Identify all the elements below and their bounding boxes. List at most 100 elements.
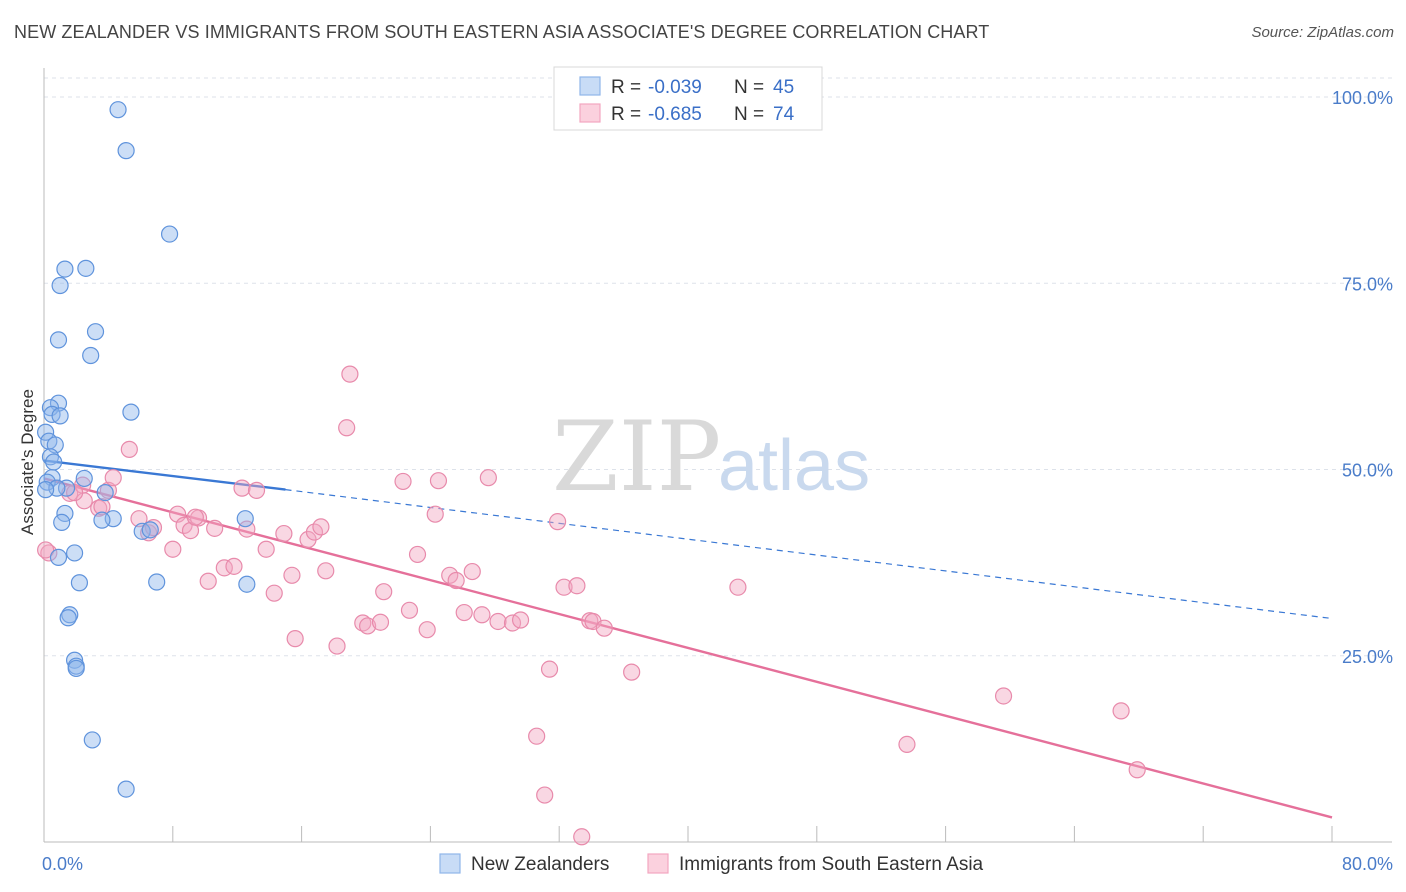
legend-swatch-pink — [579, 103, 601, 123]
immigrants-point-31 — [328, 637, 346, 655]
new-zealanders-point-13 — [51, 407, 69, 425]
new-zealanders-point-32 — [65, 544, 84, 562]
new-zealanders-point-24 — [37, 481, 55, 499]
immigrants-point-8 — [140, 524, 158, 542]
immigrants-point-70 — [186, 508, 204, 526]
bottom-legend: New Zealanders Immigrants from South Eas… — [439, 853, 984, 875]
immigrants-point-65 — [898, 735, 916, 754]
bottom-legend-swatch-blue — [439, 853, 461, 874]
new-zealanders-point-3 — [77, 259, 95, 277]
immigrants-point-58 — [568, 577, 586, 595]
immigrants-point-72 — [65, 483, 84, 502]
immigrants-point-21 — [247, 481, 266, 499]
new-zealanders-point-42 — [83, 731, 101, 749]
new-zealanders-point-38 — [59, 609, 77, 627]
immigrants-point-59 — [573, 828, 591, 846]
immigrants-point-36 — [371, 613, 390, 631]
immigrants-point-53 — [528, 727, 546, 745]
y-tick-labels: 25.0% 50.0% 75.0% 100.0% — [1332, 88, 1393, 667]
new-zealanders-point-17 — [41, 448, 60, 466]
y-tick-label-1: 50.0% — [1342, 461, 1393, 481]
x-tick-label-0: 0.0% — [42, 854, 83, 874]
new-zealanders-point-5 — [51, 276, 69, 295]
new-zealanders-point-30 — [236, 510, 254, 528]
new-zealanders-point-43 — [117, 780, 135, 798]
legend-r-label-blue: R = — [611, 77, 641, 98]
series-new-zealanders-points — [37, 101, 256, 798]
new-zealanders-point-34 — [70, 574, 89, 592]
immigrants-point-34 — [354, 614, 372, 632]
y-tick-label-2: 75.0% — [1342, 274, 1393, 294]
bottom-legend-swatch-pink — [647, 853, 669, 874]
trend-line-pink — [43, 477, 1333, 819]
legend: R = -0.039 N = 45 R = -0.685 N = 74 — [553, 66, 823, 131]
new-zealanders-point-1 — [117, 142, 135, 160]
new-zealanders-point-14 — [37, 423, 55, 441]
new-zealanders-point-26 — [56, 504, 74, 523]
new-zealanders-point-44 — [141, 521, 159, 539]
immigrants-point-37 — [375, 583, 393, 601]
bottom-legend-label-pink: Immigrants from South Eastern Asia — [679, 854, 984, 875]
new-zealanders-point-25 — [96, 483, 114, 502]
new-zealanders-point-20 — [75, 469, 93, 488]
x-tick-labels: 0.0% 80.0% — [42, 854, 1393, 874]
immigrants-point-56 — [548, 513, 567, 531]
immigrants-point-24 — [275, 524, 293, 543]
watermark-zip: ZIP — [552, 401, 721, 513]
y-axis-title: Associate's Degree — [18, 389, 37, 535]
gridlines — [44, 77, 1392, 657]
immigrants-point-30 — [317, 562, 335, 580]
immigrants-point-35 — [359, 617, 377, 635]
immigrants-point-19 — [233, 479, 251, 497]
immigrants-point-0 — [40, 544, 58, 562]
immigrants-point-26 — [286, 630, 304, 648]
x-tick-label-1: 80.0% — [1342, 854, 1393, 874]
legend-swatch-blue — [579, 76, 601, 96]
new-zealanders-point-8 — [82, 346, 100, 365]
immigrants-point-41 — [418, 621, 436, 639]
immigrants-point-47 — [463, 562, 481, 581]
series-immigrants-points — [37, 365, 1146, 846]
trend-lines — [43, 459, 1333, 819]
new-zealanders-point-33 — [49, 548, 68, 567]
chart-title: NEW ZEALANDER VS IMMIGRANTS FROM SOUTH E… — [14, 22, 990, 42]
immigrants-point-67 — [1112, 702, 1130, 720]
immigrants-point-57 — [555, 578, 573, 596]
immigrants-point-15 — [199, 572, 217, 590]
new-zealanders-point-7 — [49, 331, 68, 349]
legend-r-label-pink: R = — [611, 104, 641, 125]
immigrants-point-6 — [120, 440, 138, 458]
legend-r-value-pink: -0.685 — [648, 104, 702, 125]
trend-line-blue-dashed — [285, 489, 1333, 620]
legend-n-value-pink: 74 — [773, 104, 795, 125]
new-zealanders-point-37 — [61, 606, 79, 624]
immigrants-point-42 — [426, 505, 444, 523]
immigrants-point-69 — [93, 498, 111, 516]
immigrants-point-64 — [729, 578, 747, 596]
immigrants-point-54 — [536, 786, 554, 804]
bottom-legend-label-blue: New Zealanders — [471, 854, 609, 875]
immigrants-point-62 — [595, 619, 613, 637]
immigrants-point-7 — [130, 510, 148, 528]
immigrants-point-33 — [341, 365, 359, 383]
watermark: ZIP atlas — [552, 401, 870, 513]
new-zealanders-point-41 — [67, 659, 85, 678]
new-zealanders-point-11 — [122, 403, 140, 421]
new-zealanders-point-4 — [56, 260, 74, 278]
immigrants-point-55 — [540, 660, 559, 678]
immigrants-point-22 — [257, 540, 275, 558]
axes — [43, 68, 1392, 843]
immigrants-point-66 — [994, 687, 1013, 705]
new-zealanders-point-2 — [160, 225, 179, 243]
immigrants-point-63 — [623, 663, 641, 681]
legend-n-value-blue: 45 — [773, 77, 794, 98]
immigrants-point-16 — [206, 519, 224, 537]
immigrants-point-23 — [265, 584, 283, 602]
new-zealanders-point-18 — [45, 453, 63, 471]
immigrants-point-50 — [489, 612, 507, 631]
immigrants-point-29 — [312, 518, 330, 536]
immigrants-point-68 — [1128, 761, 1146, 779]
immigrants-point-18 — [225, 557, 243, 575]
immigrants-point-32 — [338, 419, 356, 437]
legend-n-label-blue: N = — [734, 77, 764, 98]
